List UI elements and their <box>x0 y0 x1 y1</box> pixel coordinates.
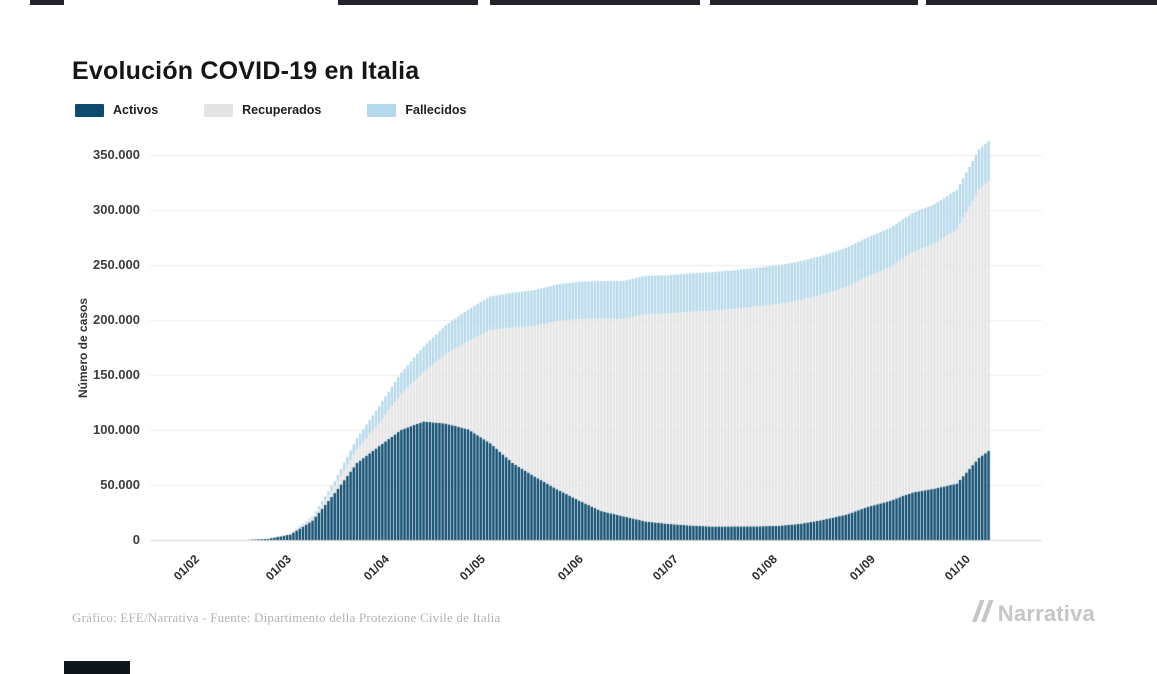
legend-label: Activos <box>113 103 159 117</box>
screenshot-artifact-top <box>30 0 64 5</box>
brand-name: Narrativa <box>997 600 1095 626</box>
legend-swatch <box>204 103 234 117</box>
x-tick-label: 01/10 <box>942 552 974 584</box>
stacked-area-chart-canvas <box>145 140 1050 550</box>
screenshot-artifact-top <box>710 0 918 5</box>
legend: Activos Recuperados Fallecidos <box>75 103 467 117</box>
y-tick-label: 250.000 <box>93 257 140 272</box>
legend-label: Recuperados <box>242 103 322 117</box>
screenshot-artifact-bottom-left <box>64 661 130 674</box>
legend-label: Fallecidos <box>405 103 467 117</box>
legend-swatch <box>75 103 104 117</box>
y-axis-title: Número de casos <box>76 297 90 398</box>
legend-swatch <box>367 103 397 117</box>
x-tick-label: 01/04 <box>361 552 393 584</box>
screenshot-artifact-top <box>926 0 1157 5</box>
source-credit: Gráfico: EFE/Narrativa - Fuente: Diparti… <box>72 610 501 625</box>
x-tick-label: 01/06 <box>554 552 586 584</box>
y-tick-label: 50.000 <box>100 477 140 492</box>
screenshot-artifact-top <box>490 0 700 5</box>
y-tick-label: 100.000 <box>93 422 140 437</box>
y-tick-label: 200.000 <box>93 312 140 327</box>
screenshot-artifact-top <box>338 0 478 5</box>
y-tick-label: 300.000 <box>93 202 140 217</box>
brand-logo: Narrativa <box>970 600 1095 627</box>
legend-item-recuperados: Recuperados <box>204 103 321 117</box>
narrativa-mark-icon <box>970 600 994 627</box>
legend-item-activos: Activos <box>75 103 158 117</box>
page-title: Evolución COVID-19 en Italia <box>72 56 420 85</box>
y-axis: 0 50.000 100.000 150.000 200.000 250.000 300.0… <box>0 0 140 674</box>
legend-item-fallecidos: Fallecidos <box>367 103 467 117</box>
x-tick-label: 01/02 <box>170 552 202 584</box>
x-tick-label: 01/08 <box>748 552 780 584</box>
y-tick-label: 150.000 <box>93 367 140 382</box>
x-tick-label: 01/03 <box>262 552 294 584</box>
y-tick-label: 350.000 <box>93 147 140 162</box>
x-tick-label: 01/07 <box>650 552 682 584</box>
y-tick-label: 0 <box>132 532 140 547</box>
x-tick-label: 01/05 <box>456 552 488 584</box>
x-tick-label: 01/09 <box>846 552 878 584</box>
